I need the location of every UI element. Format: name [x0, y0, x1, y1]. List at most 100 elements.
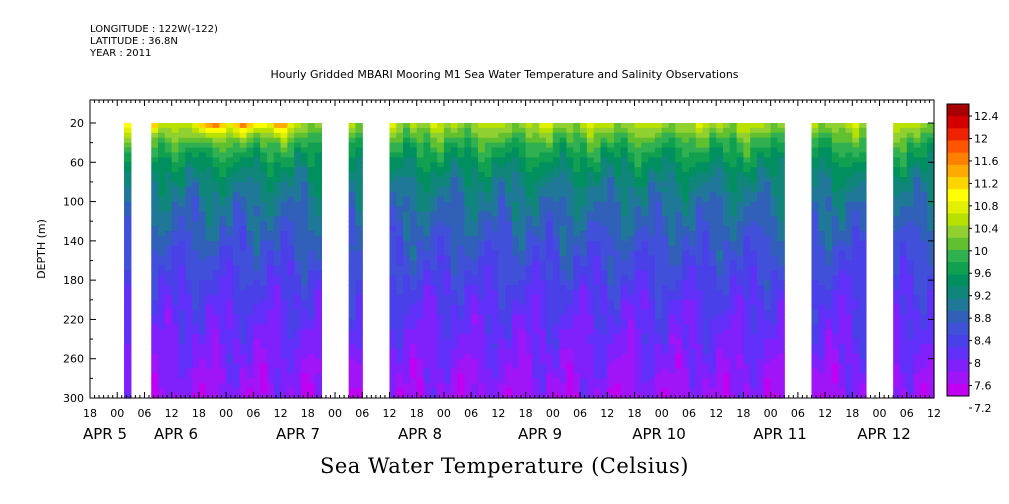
temperature-cell: [124, 265, 132, 271]
temperature-cell: [831, 147, 840, 154]
temperature-cell: [443, 289, 452, 296]
temperature-cell: [559, 206, 568, 212]
temperature-cell: [260, 304, 268, 311]
temperature-cell: [750, 206, 758, 212]
temperature-cell: [301, 123, 309, 129]
temperature-cell: [396, 186, 404, 193]
temperature-cell: [634, 221, 642, 227]
temperature-cell: [763, 348, 772, 355]
temperature-cell: [396, 123, 404, 129]
temperature-cell: [682, 314, 690, 321]
temperature-cell: [314, 373, 323, 379]
temperature-cell: [443, 348, 452, 355]
temperature-cell: [389, 196, 397, 203]
temperature-cell: [471, 260, 479, 267]
temperature-cell: [607, 181, 615, 188]
temperature-cell: [743, 363, 751, 370]
temperature-cell: [260, 319, 268, 325]
temperature-cell: [818, 304, 826, 311]
temperature-cell: [654, 196, 663, 203]
temperature-cell: [389, 157, 397, 163]
temperature-cell: [736, 196, 745, 203]
temperature-cell: [777, 353, 785, 360]
temperature-cell: [246, 363, 254, 370]
temperature-cell: [464, 324, 472, 330]
temperature-cell: [559, 339, 568, 345]
temperature-cell: [695, 245, 704, 252]
temperature-cell: [777, 334, 785, 340]
temperature-cell: [668, 373, 676, 379]
temperature-cell: [607, 250, 615, 257]
temperature-cell: [723, 172, 731, 178]
temperature-cell: [505, 123, 513, 129]
temperature-cell: [124, 339, 132, 345]
temperature-cell: [818, 231, 826, 237]
temperature-cell: [539, 363, 547, 370]
temperature-cell: [552, 206, 561, 212]
temperature-cell: [437, 378, 445, 384]
temperature-cell: [477, 235, 486, 242]
temperature-cell: [273, 186, 282, 193]
temperature-cell: [566, 275, 574, 281]
temperature-cell: [301, 299, 309, 306]
temperature-cell: [396, 334, 404, 340]
temperature-cell: [763, 196, 772, 203]
temperature-cell: [763, 378, 772, 384]
temperature-cell: [253, 285, 261, 291]
temperature-cell: [498, 211, 506, 217]
temperature-cell: [314, 388, 323, 394]
temperature-cell: [566, 127, 574, 134]
temperature-cell: [505, 186, 513, 193]
temperature-cell: [648, 339, 656, 345]
temperature-cell: [273, 388, 282, 394]
temperature-cell: [559, 363, 568, 370]
temperature-cell: [518, 285, 527, 291]
temperature-cell: [729, 240, 738, 247]
temperature-cell: [627, 127, 636, 134]
temperature-cell: [457, 221, 465, 227]
temperature-cell: [580, 373, 588, 379]
temperature-cell: [518, 353, 527, 360]
temperature-cell: [729, 147, 738, 154]
temperature-cell: [124, 304, 132, 311]
temperature-cell: [443, 265, 452, 271]
temperature-cell: [301, 172, 309, 178]
temperature-cell: [266, 226, 275, 232]
temperature-cell: [314, 186, 323, 193]
temperature-cell: [484, 260, 493, 267]
temperature-cell: [416, 137, 425, 144]
temperature-cell: [443, 142, 452, 149]
temperature-cell: [627, 152, 636, 158]
temperature-cell: [198, 393, 207, 399]
temperature-cell: [192, 132, 200, 139]
temperature-cell: [661, 324, 670, 330]
temperature-cell: [546, 393, 554, 399]
temperature-cell: [266, 235, 275, 242]
temperature-cell: [777, 231, 785, 237]
temperature-cell: [484, 329, 493, 335]
temperature-cell: [273, 162, 282, 168]
temperature-cell: [443, 255, 452, 262]
temperature-cell: [151, 319, 159, 325]
temperature-cell: [416, 265, 425, 271]
temperature-cell: [253, 378, 261, 384]
temperature-cell: [389, 378, 397, 384]
temperature-cell: [505, 363, 513, 370]
temperature-cell: [770, 275, 779, 281]
temperature-cell: [770, 132, 779, 139]
temperature-cell: [736, 270, 745, 276]
temperature-cell: [607, 339, 615, 345]
temperature-cell: [178, 275, 186, 281]
temperature-cell: [450, 280, 459, 286]
temperature-cell: [757, 299, 765, 306]
temperature-cell: [389, 137, 397, 144]
temperature-cell: [532, 388, 540, 394]
temperature-cell: [212, 353, 220, 360]
temperature-cell: [185, 329, 193, 335]
temperature-cell: [443, 358, 452, 365]
temperature-cell: [164, 157, 173, 163]
temperature-cell: [423, 275, 431, 281]
temperature-cell: [232, 289, 241, 296]
temperature-cell: [614, 309, 622, 316]
temperature-cell: [260, 162, 268, 168]
